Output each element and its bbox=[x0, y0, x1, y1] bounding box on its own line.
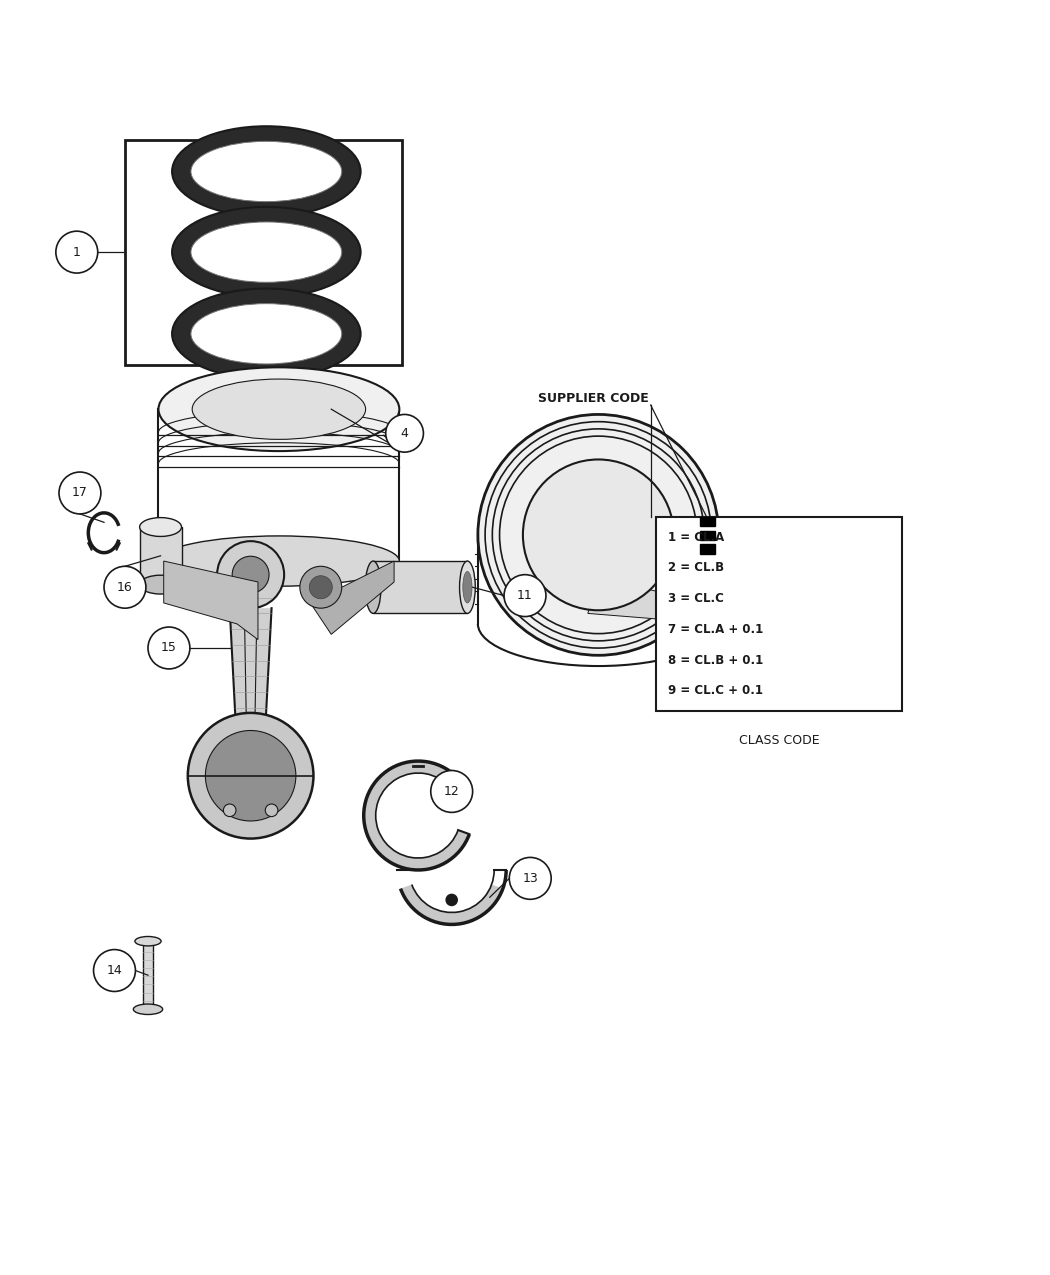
Ellipse shape bbox=[172, 126, 360, 217]
Wedge shape bbox=[400, 885, 503, 924]
Ellipse shape bbox=[478, 414, 719, 655]
Circle shape bbox=[59, 472, 101, 514]
Ellipse shape bbox=[159, 367, 399, 451]
Bar bbox=[700, 518, 715, 527]
Bar bbox=[125, 140, 402, 365]
Circle shape bbox=[504, 575, 546, 617]
Ellipse shape bbox=[172, 288, 360, 379]
Text: CLASS CODE: CLASS CODE bbox=[738, 734, 819, 747]
Bar bbox=[656, 518, 902, 710]
Circle shape bbox=[509, 857, 551, 899]
Circle shape bbox=[385, 414, 423, 453]
Ellipse shape bbox=[191, 303, 341, 363]
Bar bbox=[373, 561, 467, 613]
Text: 12: 12 bbox=[444, 785, 460, 798]
Circle shape bbox=[445, 894, 458, 907]
Ellipse shape bbox=[232, 556, 269, 593]
Text: 14: 14 bbox=[107, 964, 123, 977]
Ellipse shape bbox=[140, 518, 182, 537]
Text: 1 = CL.A: 1 = CL.A bbox=[669, 530, 724, 543]
Wedge shape bbox=[363, 761, 469, 870]
Text: 1: 1 bbox=[72, 246, 81, 259]
Ellipse shape bbox=[192, 379, 365, 440]
Polygon shape bbox=[588, 576, 719, 623]
Bar bbox=[143, 941, 153, 1010]
Text: 9 = CL.C + 0.1: 9 = CL.C + 0.1 bbox=[669, 685, 763, 697]
Ellipse shape bbox=[460, 561, 476, 613]
Text: 16: 16 bbox=[118, 580, 133, 594]
Ellipse shape bbox=[463, 571, 472, 603]
Ellipse shape bbox=[206, 731, 296, 821]
Polygon shape bbox=[230, 608, 272, 728]
Text: 8 = CL.B + 0.1: 8 = CL.B + 0.1 bbox=[669, 654, 763, 667]
Ellipse shape bbox=[134, 936, 161, 946]
Ellipse shape bbox=[310, 576, 332, 599]
Text: 17: 17 bbox=[72, 487, 88, 500]
Ellipse shape bbox=[266, 805, 278, 816]
Text: 3 = CL.C: 3 = CL.C bbox=[669, 592, 724, 606]
Text: 2 = CL.B: 2 = CL.B bbox=[669, 561, 724, 574]
Circle shape bbox=[56, 231, 98, 273]
Ellipse shape bbox=[191, 142, 341, 201]
Bar bbox=[700, 544, 715, 553]
Circle shape bbox=[93, 950, 135, 992]
Ellipse shape bbox=[217, 541, 285, 608]
Circle shape bbox=[430, 770, 473, 812]
Polygon shape bbox=[311, 561, 394, 635]
Ellipse shape bbox=[140, 575, 182, 594]
Ellipse shape bbox=[159, 536, 399, 586]
Bar bbox=[140, 527, 182, 585]
Ellipse shape bbox=[188, 713, 314, 839]
Ellipse shape bbox=[172, 207, 360, 297]
Ellipse shape bbox=[191, 222, 341, 282]
Text: 13: 13 bbox=[522, 872, 538, 885]
Text: 15: 15 bbox=[161, 641, 176, 654]
Text: 7 = CL.A + 0.1: 7 = CL.A + 0.1 bbox=[669, 622, 763, 636]
Ellipse shape bbox=[224, 805, 236, 816]
Ellipse shape bbox=[300, 566, 341, 608]
Ellipse shape bbox=[133, 1003, 163, 1015]
Ellipse shape bbox=[365, 561, 381, 613]
Bar bbox=[700, 530, 715, 541]
Text: SUPPLIER CODE: SUPPLIER CODE bbox=[538, 391, 649, 405]
Polygon shape bbox=[164, 561, 258, 640]
Text: 4: 4 bbox=[401, 427, 408, 440]
Text: 11: 11 bbox=[517, 589, 532, 602]
Circle shape bbox=[104, 566, 146, 608]
Circle shape bbox=[148, 627, 190, 669]
Ellipse shape bbox=[523, 459, 674, 611]
